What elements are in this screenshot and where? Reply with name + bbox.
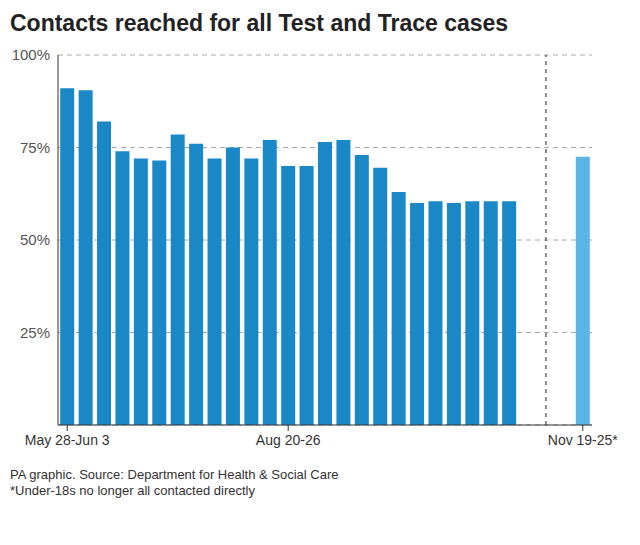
svg-text:50%: 50% [20, 231, 50, 248]
svg-text:Aug 20-26: Aug 20-26 [256, 432, 321, 448]
svg-text:100%: 100% [12, 46, 50, 63]
svg-text:75%: 75% [20, 139, 50, 156]
svg-text:Nov 19-25*: Nov 19-25* [548, 432, 619, 448]
svg-text:25%: 25% [20, 324, 50, 341]
html-text:Contacts reached for all Test: Contacts reached for all Test and Trace … [10, 10, 509, 36]
svg-text:May 28-Jun 3: May 28-Jun 3 [25, 432, 110, 448]
html-text:*Under-18s no longer all conta: *Under-18s no longer all contacted direc… [10, 483, 255, 498]
html-text:PA graphic. Source: Department: PA graphic. Source: Department for Healt… [10, 467, 339, 482]
